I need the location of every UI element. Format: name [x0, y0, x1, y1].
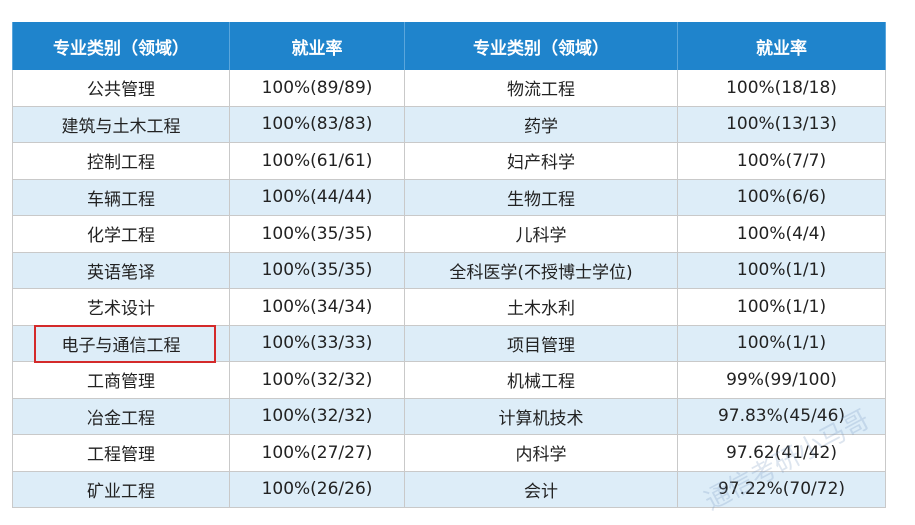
cell: 100%(35/35) [230, 216, 405, 252]
table-row: 公共管理 100%(89/89) 物流工程 100%(18/18) [12, 70, 886, 107]
cell: 100%(61/61) [230, 143, 405, 179]
highlight-box [34, 325, 216, 363]
cell: 车辆工程 [12, 179, 230, 215]
cell: 100%(27/27) [230, 435, 405, 471]
cell: 电子与通信工程 [12, 325, 230, 361]
cell: 公共管理 [12, 70, 230, 106]
table-row: 工商管理 100%(32/32) 机械工程 99%(99/100) [12, 362, 886, 399]
cell: 100%(4/4) [678, 216, 886, 252]
cell: 艺术设计 [12, 289, 230, 325]
cell: 药学 [405, 106, 678, 142]
table-row: 建筑与土木工程 100%(83/83) 药学 100%(13/13) [12, 106, 886, 143]
table-row: 冶金工程 100%(32/32) 计算机技术 97.83%(45/46) [12, 398, 886, 435]
cell: 100%(1/1) [678, 289, 886, 325]
cell: 化学工程 [12, 216, 230, 252]
cell: 100%(35/35) [230, 252, 405, 288]
cell: 儿科学 [405, 216, 678, 252]
cell: 工程管理 [12, 435, 230, 471]
cell: 生物工程 [405, 179, 678, 215]
cell: 100%(32/32) [230, 362, 405, 398]
cell: 计算机技术 [405, 398, 678, 434]
cell: 100%(13/13) [678, 106, 886, 142]
cell: 100%(18/18) [678, 70, 886, 106]
header-row: 专业类别（领域） 就业率 专业类别（领域） 就业率 [12, 22, 886, 70]
cell: 就业率 [230, 22, 405, 70]
cell: 100%(1/1) [678, 252, 886, 288]
cell: 100%(1/1) [678, 325, 886, 361]
cell: 100%(34/34) [230, 289, 405, 325]
table-row: 工程管理 100%(27/27) 内科学 97.62(41/42) [12, 435, 886, 472]
cell: 土木水利 [405, 289, 678, 325]
table-row: 控制工程 100%(61/61) 妇产科学 100%(7/7) [12, 143, 886, 180]
table-row: 电子与通信工程 100%(33/33) 项目管理 100%(1/1) [12, 325, 886, 362]
table-row: 车辆工程 100%(44/44) 生物工程 100%(6/6) [12, 179, 886, 216]
cell: 100%(26/26) [230, 471, 405, 507]
cell: 就业率 [678, 22, 886, 70]
cell: 物流工程 [405, 70, 678, 106]
cell: 项目管理 [405, 325, 678, 361]
cell: 控制工程 [12, 143, 230, 179]
cell: 矿业工程 [12, 471, 230, 507]
cell: 专业类别（领域） [405, 22, 678, 70]
cell: 妇产科学 [405, 143, 678, 179]
cell: 100%(89/89) [230, 70, 405, 106]
cell: 100%(6/6) [678, 179, 886, 215]
cell: 97.62(41/42) [678, 435, 886, 471]
cell: 专业类别（领域） [12, 22, 230, 70]
cell: 100%(7/7) [678, 143, 886, 179]
cell: 冶金工程 [12, 398, 230, 434]
cell: 100%(32/32) [230, 398, 405, 434]
cell: 内科学 [405, 435, 678, 471]
table-row: 英语笔译 100%(35/35) 全科医学(不授博士学位) 100%(1/1) [12, 252, 886, 289]
table-row: 化学工程 100%(35/35) 儿科学 100%(4/4) [12, 216, 886, 253]
cell: 100%(83/83) [230, 106, 405, 142]
cell: 全科医学(不授博士学位) [405, 252, 678, 288]
cell: 建筑与土木工程 [12, 106, 230, 142]
cell: 97.83%(45/46) [678, 398, 886, 434]
cell: 97.22%(70/72) [678, 471, 886, 507]
cell: 工商管理 [12, 362, 230, 398]
cell: 100%(44/44) [230, 179, 405, 215]
table-row: 艺术设计 100%(34/34) 土木水利 100%(1/1) [12, 289, 886, 326]
cell: 英语笔译 [12, 252, 230, 288]
table: 专业类别（领域） 就业率 专业类别（领域） 就业率 公共管理 100%(89/89) 物流工… [12, 22, 886, 508]
cell: 机械工程 [405, 362, 678, 398]
cell: 100%(33/33) [230, 325, 405, 361]
cell: 99%(99/100) [678, 362, 886, 398]
cell: 会计 [405, 471, 678, 507]
table-row: 矿业工程 100%(26/26) 会计 97.22%(70/72) [12, 471, 886, 508]
